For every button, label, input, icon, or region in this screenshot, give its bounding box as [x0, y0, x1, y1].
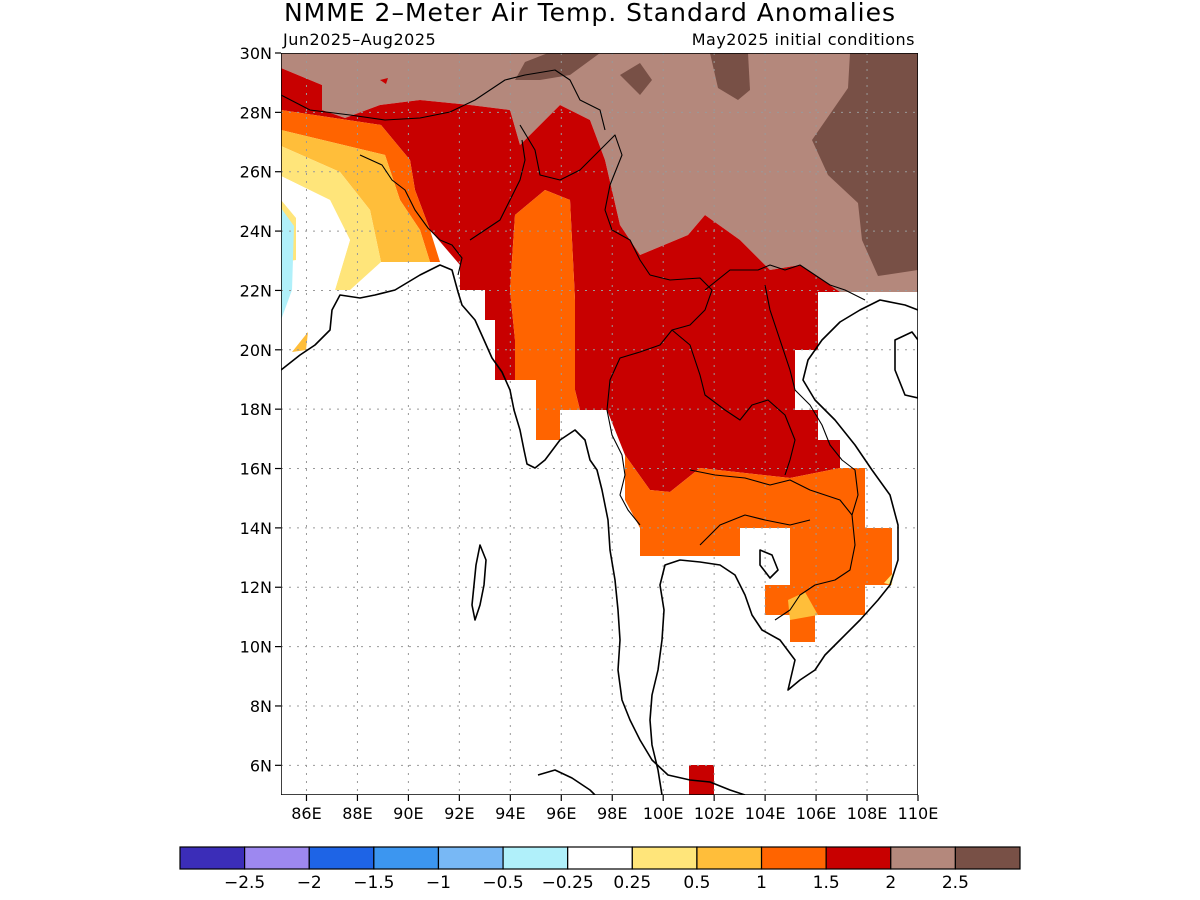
anomaly-region-1-1.5 — [510, 190, 580, 440]
border-laos-thailand — [671, 329, 796, 476]
anomaly-region-1-1.5 — [625, 455, 892, 642]
colorbar-label: −1 — [426, 873, 451, 893]
colorbar-label: −1.5 — [353, 873, 394, 893]
longitude-labels: 86E 88E 90E 92E 94E 96E 98E 100E 102E 104E 106E 108… — [291, 795, 938, 823]
colorbar-swatch — [954, 846, 1021, 870]
anomaly-region-1.5-2 — [380, 78, 388, 84]
lat-tick-label: 22N — [240, 281, 272, 300]
anomaly-region-2-2.5 — [281, 53, 918, 292]
colorbar-swatch — [502, 846, 569, 870]
border-laos-vietnam — [764, 284, 859, 516]
lat-tick-label: 10N — [240, 638, 272, 657]
coastline-bay-of-bengal-north — [281, 264, 746, 795]
lat-tick-label: 6N — [250, 756, 272, 775]
coastline-gulf-of-thailand — [649, 299, 918, 795]
anomaly-region-0.5-1 — [281, 130, 430, 262]
lon-tick-label: 94E — [495, 804, 525, 823]
border-myanmar-thailand — [606, 274, 713, 526]
border-cambodia-thailand — [699, 514, 811, 546]
anomaly-shading — [281, 53, 918, 795]
lon-tick-label: 104E — [745, 804, 786, 823]
colorbar-label: −2 — [297, 873, 322, 893]
anomaly-region-above-2.5 — [710, 53, 750, 100]
border-myanmar-north — [519, 124, 651, 276]
colorbar-swatch — [631, 846, 698, 870]
colorbar-swatch — [437, 846, 504, 870]
latitude-labels: 6N 8N 10N 12N 14N 16N 18N 20N 22N 24N 26N 28N 30N — [240, 44, 281, 775]
colorbar-swatch — [696, 846, 763, 870]
lat-tick-label: 8N — [250, 697, 272, 716]
colorbar-swatch — [760, 846, 827, 870]
initial-conditions: May2025 initial conditions — [692, 30, 915, 49]
colorbar-swatch — [567, 846, 633, 870]
colorbar-swatch — [825, 846, 892, 870]
border-himalaya — [281, 69, 606, 131]
map-area — [281, 53, 918, 795]
colorbar-label: 0.5 — [683, 873, 710, 893]
colorbar-swatch — [244, 846, 310, 870]
lon-tick-label: 96E — [546, 804, 576, 823]
lat-tick-label: 26N — [240, 163, 272, 182]
coastline-island-andaman — [471, 544, 487, 621]
lon-tick-label: 92E — [444, 804, 474, 823]
colorbar-swatch — [373, 846, 440, 870]
coastline-island-phu-quoc — [759, 549, 779, 579]
border-india-bangladesh — [359, 154, 463, 276]
coastline-sumatra-tip — [537, 769, 596, 795]
colorbar-label: 1.5 — [813, 873, 840, 893]
lon-tick-label: 106E — [796, 804, 837, 823]
lon-tick-label: 98E — [597, 804, 627, 823]
lon-tick-label: 108E — [847, 804, 888, 823]
lon-tick-label: 100E — [643, 804, 684, 823]
lat-tick-label: 20N — [240, 341, 272, 360]
coastline-hainan-region — [894, 331, 918, 399]
border-laos — [704, 264, 866, 301]
anomaly-region-above-2.5 — [812, 53, 918, 276]
anomaly-region-1.5-2 — [281, 68, 840, 492]
border-cambodia — [689, 469, 856, 621]
lat-tick-label: 30N — [240, 44, 272, 63]
figure-title: NMME 2–Meter Air Temp. Standard Anomalie… — [284, 0, 896, 27]
border-myanmar-india — [469, 139, 526, 241]
lat-tick-label: 14N — [240, 519, 272, 538]
anomaly-region-above-2.5 — [620, 63, 652, 95]
country-borders — [281, 69, 866, 621]
anomaly-region-0.5-1 — [292, 332, 308, 352]
colorbar-label: 0.25 — [613, 873, 651, 893]
lat-tick-label: 18N — [240, 400, 272, 419]
colorbar-label: −0.5 — [482, 873, 523, 893]
lat-tick-label: 24N — [240, 222, 272, 241]
forecast-period: Jun2025–Aug2025 — [282, 30, 436, 49]
anomaly-region-neg-0.5-neg-0.25 — [281, 208, 294, 320]
coastlines — [281, 264, 918, 795]
colorbar: −2.5 −2 −1.5 −1 −0.5 −0.25 0.25 0.5 1 1.5 2 2.5 — [179, 846, 1021, 893]
lon-tick-label: 86E — [291, 804, 321, 823]
lon-tick-label: 102E — [694, 804, 735, 823]
lon-tick-label: 88E — [342, 804, 372, 823]
anomaly-region-1-1.5 — [281, 110, 440, 262]
colorbar-label: −2.5 — [224, 873, 265, 893]
colorbar-swatch — [308, 846, 375, 870]
lat-tick-label: 16N — [240, 460, 272, 479]
anomaly-region-0.5-1 — [788, 592, 818, 620]
lat-tick-label: 12N — [240, 578, 272, 597]
colorbar-swatch — [179, 846, 246, 870]
lon-tick-label: 90E — [393, 804, 423, 823]
anomaly-region-1.5-2 — [689, 765, 714, 795]
colorbar-label: −0.25 — [542, 873, 594, 893]
colorbar-label: 2 — [885, 873, 896, 893]
colorbar-label: 2.5 — [942, 873, 969, 893]
lon-tick-label: 110E — [898, 804, 939, 823]
anomaly-region-below-0.25 — [281, 176, 350, 292]
colorbar-label: 1 — [756, 873, 767, 893]
lat-tick-label: 28N — [240, 103, 272, 122]
colorbar-swatch — [890, 846, 956, 870]
